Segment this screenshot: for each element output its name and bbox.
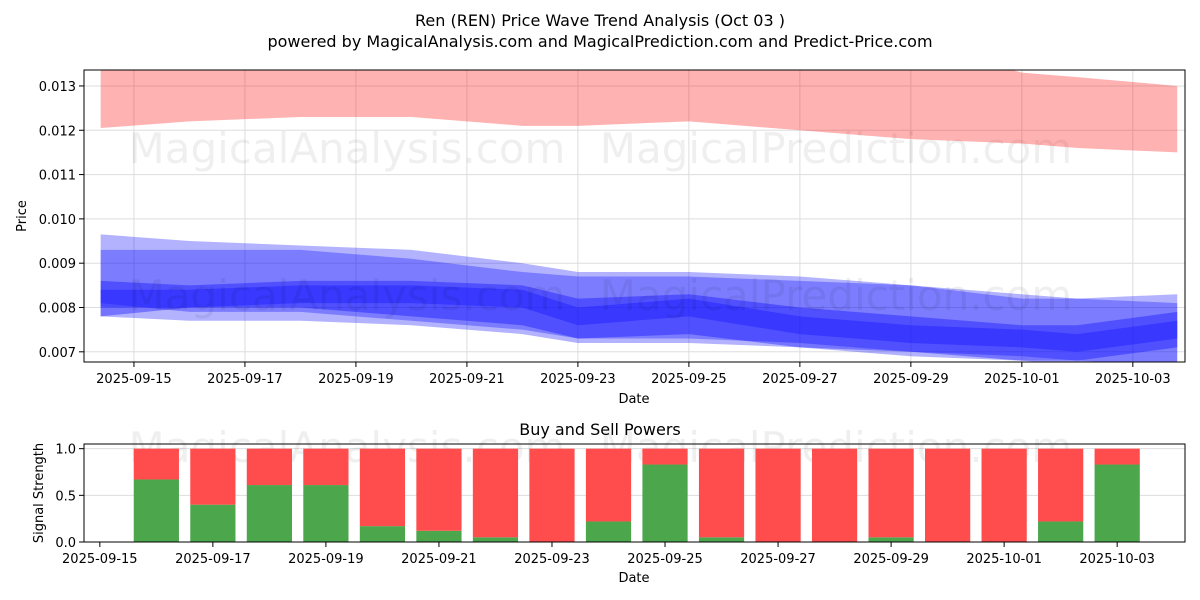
x-tick-label: 2025-09-25 bbox=[651, 372, 727, 387]
x-tick-label: 2025-09-27 bbox=[740, 552, 816, 567]
sell-bar bbox=[981, 448, 1027, 542]
x-tick-label: 2025-10-01 bbox=[966, 552, 1042, 567]
y-tick-label: 0.008 bbox=[39, 301, 76, 316]
sell-bar bbox=[925, 448, 971, 542]
x-tick-label: 2025-09-25 bbox=[627, 552, 703, 567]
plot-frame bbox=[83, 443, 1186, 543]
watermark: MagicalPrediction.com bbox=[600, 271, 1073, 320]
x-tick-label: 2025-09-23 bbox=[514, 552, 590, 567]
sell-bar bbox=[246, 448, 292, 486]
buy-bar bbox=[190, 504, 236, 542]
y-tick-label: 0.011 bbox=[39, 169, 76, 184]
bar-chart-title: Buy and Sell Powers bbox=[519, 420, 681, 439]
band-wave-core bbox=[100, 285, 1178, 352]
buy-bar bbox=[1038, 521, 1084, 542]
sell-bar bbox=[472, 448, 519, 538]
buy-bar bbox=[642, 464, 688, 542]
top-y-axis-label: Price bbox=[15, 200, 30, 232]
top-x-axis-label: Date bbox=[618, 392, 649, 407]
chart-title: Ren (REN) Price Wave Trend Analysis (Oct… bbox=[415, 11, 785, 30]
x-tick-label: 2025-09-23 bbox=[540, 372, 616, 387]
x-tick-label: 2025-09-17 bbox=[175, 552, 251, 567]
bottom-y-axis-label: Signal Strength bbox=[32, 443, 47, 543]
sell-bar bbox=[1038, 448, 1084, 522]
band-resistance bbox=[100, 70, 1178, 153]
x-tick-label: 2025-09-21 bbox=[429, 372, 505, 387]
sell-bar bbox=[642, 448, 688, 465]
y-tick-label: 0.009 bbox=[39, 257, 76, 272]
x-tick-label: 2025-09-15 bbox=[62, 552, 138, 567]
x-tick-label: 2025-09-17 bbox=[207, 372, 283, 387]
y-tick-label: 0.013 bbox=[39, 80, 76, 95]
buy-bar bbox=[868, 537, 914, 542]
sell-bar bbox=[303, 448, 349, 486]
chart-subtitle: powered by MagicalAnalysis.com and Magic… bbox=[267, 32, 932, 51]
x-tick-label: 2025-09-19 bbox=[288, 552, 364, 567]
buy-bar bbox=[698, 537, 745, 542]
x-tick-label: 2025-09-15 bbox=[96, 372, 172, 387]
sell-bar bbox=[868, 448, 914, 538]
sell-bar bbox=[755, 448, 801, 542]
plot-frame bbox=[83, 69, 1186, 363]
x-tick-label: 2025-10-03 bbox=[1095, 372, 1171, 387]
buy-bar bbox=[359, 526, 406, 542]
buy-bar bbox=[416, 530, 462, 542]
sell-bar bbox=[585, 448, 632, 522]
x-tick-label: 2025-09-29 bbox=[853, 552, 929, 567]
y-tick-label: 0.010 bbox=[39, 213, 76, 228]
y-tick-label: 1.0 bbox=[55, 443, 76, 458]
watermark: MagicalPrediction.com bbox=[600, 124, 1073, 173]
y-tick-label: 0.012 bbox=[39, 124, 76, 139]
sell-bar bbox=[359, 448, 406, 527]
x-tick-label: 2025-09-19 bbox=[318, 372, 394, 387]
sell-bar bbox=[416, 448, 462, 531]
sell-bar bbox=[133, 448, 179, 480]
watermark: MagicalAnalysis.com bbox=[129, 271, 566, 320]
y-tick-label: 0.007 bbox=[39, 346, 76, 361]
sell-bar bbox=[529, 448, 575, 542]
x-tick-label: 2025-10-03 bbox=[1079, 552, 1155, 567]
buy-bar bbox=[1094, 464, 1140, 542]
buy-bar bbox=[133, 479, 179, 542]
buy-bar bbox=[472, 537, 519, 542]
bottom-x-axis-label: Date bbox=[618, 571, 649, 586]
sell-bar bbox=[1094, 448, 1140, 465]
sell-bar bbox=[698, 448, 745, 538]
x-tick-label: 2025-10-01 bbox=[984, 372, 1060, 387]
sell-bar bbox=[190, 448, 236, 505]
watermark: MagicalAnalysis.com bbox=[129, 124, 566, 173]
x-tick-label: 2025-09-27 bbox=[762, 372, 838, 387]
sell-bar bbox=[811, 448, 858, 542]
x-tick-label: 2025-09-21 bbox=[401, 552, 477, 567]
buy-bar bbox=[585, 521, 632, 542]
y-tick-label: 0.5 bbox=[55, 489, 76, 504]
bands bbox=[100, 70, 1178, 362]
x-tick-label: 2025-09-29 bbox=[873, 372, 949, 387]
y-tick-label: 0.0 bbox=[55, 536, 76, 551]
buy-bar bbox=[303, 485, 349, 542]
buy-bar bbox=[246, 485, 292, 542]
